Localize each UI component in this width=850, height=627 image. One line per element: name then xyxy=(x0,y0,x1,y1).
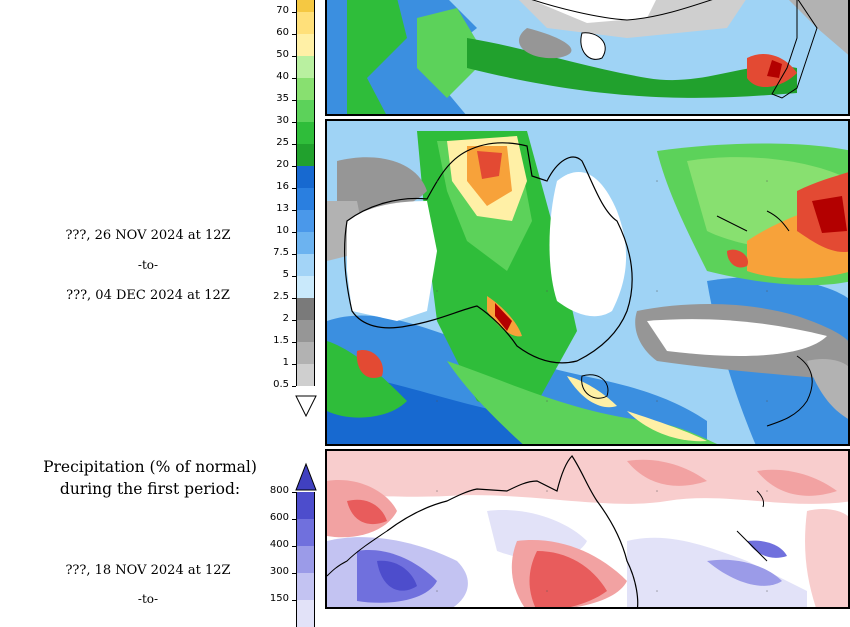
precip-legend-tick xyxy=(292,100,296,101)
precip-legend-label: 0.5 xyxy=(273,379,289,390)
precip-legend-swatch xyxy=(296,56,315,78)
precip-legend-label: 1 xyxy=(282,357,289,368)
legend-bottom-arrow xyxy=(295,395,317,418)
precip-legend-label: 35 xyxy=(276,93,289,104)
precip-legend-label: 70 xyxy=(276,5,289,16)
precip-legend-swatch xyxy=(296,34,315,56)
precip-map-panel-middle xyxy=(325,119,850,446)
precip-legend-tick xyxy=(292,122,296,123)
percent-legend-label: 300 xyxy=(269,566,289,577)
percent-title: Precipitation (% of normal) during the f… xyxy=(20,456,280,500)
precip-legend-tick xyxy=(292,364,296,365)
precip-legend-swatch xyxy=(296,276,315,298)
precip-legend-tick xyxy=(292,144,296,145)
precip-legend-tick xyxy=(292,56,296,57)
precip-legend-tick xyxy=(292,78,296,79)
percent-normal-map-panel xyxy=(325,449,850,609)
period1-end: ???, 04 DEC 2024 at 12Z xyxy=(66,288,230,303)
precip-legend-tick xyxy=(292,34,296,35)
precip-legend-swatch xyxy=(296,232,315,254)
percent-legend-tick xyxy=(292,492,296,493)
precip-legend-swatch xyxy=(296,342,315,364)
precip-legend-label: 2.5 xyxy=(273,291,289,302)
precip-legend-swatch xyxy=(296,78,315,100)
percent-legend-tick xyxy=(292,600,296,601)
precip-legend-tick xyxy=(292,254,296,255)
precip-legend-label: 40 xyxy=(276,71,289,82)
precip-legend-swatch xyxy=(296,166,315,188)
precip-legend-swatch xyxy=(296,320,315,342)
precip-legend-tick xyxy=(292,342,296,343)
percent-legend-label: 400 xyxy=(269,539,289,550)
precip-legend-swatch xyxy=(296,210,315,232)
precip-legend-label: 2 xyxy=(282,313,289,324)
precip-legend-swatch xyxy=(296,144,315,166)
percent-legend-swatch xyxy=(296,519,315,546)
precip-legend-label: 5 xyxy=(282,269,289,280)
percent-legend-label: 800 xyxy=(269,485,289,496)
precip-legend-label: 50 xyxy=(276,49,289,60)
period1-separator: -to- xyxy=(137,258,159,272)
precip-legend-tick xyxy=(292,188,296,189)
precip-map-panel-top xyxy=(325,0,850,116)
precip-legend-swatch xyxy=(296,100,315,122)
precip-legend-label: 7.5 xyxy=(273,247,289,258)
precip-legend-swatch xyxy=(296,364,315,386)
period2-start: ???, 18 NOV 2024 at 12Z xyxy=(65,563,231,578)
precip-legend-swatch xyxy=(296,12,315,34)
percent-title-line2: during the first period: xyxy=(59,480,241,498)
percent-legend-swatch xyxy=(296,573,315,600)
precip-legend-label: 25 xyxy=(276,137,289,148)
precip-legend-tick xyxy=(292,12,296,13)
percent-legend-tick xyxy=(292,573,296,574)
precip-legend-label: 20 xyxy=(276,159,289,170)
percent-legend-label: 600 xyxy=(269,512,289,523)
percent-legend-tick xyxy=(292,546,296,547)
precip-legend-label: 16 xyxy=(276,181,289,192)
percent-legend-swatch xyxy=(296,492,315,519)
precip-legend-label: 60 xyxy=(276,27,289,38)
percent-legend-label: 150 xyxy=(269,593,289,604)
precip-legend-label: 1.5 xyxy=(273,335,289,346)
precip-legend-tick xyxy=(292,320,296,321)
percent-legend-swatch xyxy=(296,600,315,627)
precip-legend-tick xyxy=(292,210,296,211)
precip-legend-label: 30 xyxy=(276,115,289,126)
precip-legend-swatch xyxy=(296,254,315,276)
precip-legend-swatch xyxy=(296,122,315,144)
precip-legend-swatch xyxy=(296,188,315,210)
precip-legend-tick xyxy=(292,232,296,233)
precip-legend-swatch xyxy=(296,0,315,12)
period1-start: ???, 26 NOV 2024 at 12Z xyxy=(65,228,231,243)
precip-legend-tick xyxy=(292,276,296,277)
precip-legend-tick xyxy=(292,298,296,299)
precip-legend-tick xyxy=(292,386,296,387)
percent-legend-tick xyxy=(292,519,296,520)
precip-legend-label: 13 xyxy=(276,203,289,214)
precip-legend-label: 10 xyxy=(276,225,289,236)
percent-legend-top-arrow xyxy=(295,462,317,491)
precip-legend-tick xyxy=(292,166,296,167)
period2-separator: -to- xyxy=(137,592,159,606)
percent-legend-swatch xyxy=(296,546,315,573)
precip-legend-swatch xyxy=(296,298,315,320)
percent-title-line1: Precipitation (% of normal) xyxy=(43,458,257,476)
